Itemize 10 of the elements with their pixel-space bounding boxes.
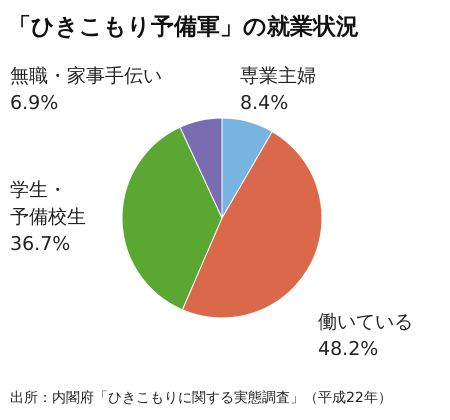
text: 出所：内閣府「ひきこもりに関する実態調査」（平成22年） <box>10 390 392 406</box>
slice-label: 無職・家事手伝い <box>10 65 162 87</box>
slice-label: 働いている <box>318 311 413 333</box>
data-label: 6.9% <box>10 92 58 114</box>
data-label: 36.7% <box>10 233 70 255</box>
data-label: 8.4% <box>240 92 288 114</box>
slice-label: 学生・予備校生 <box>10 179 86 228</box>
data-label: 48.2% <box>318 338 378 360</box>
slice-label: 専業主婦 <box>240 65 316 87</box>
chart-title: 「ひきこもり予備軍」の就業状況 <box>8 14 359 40</box>
